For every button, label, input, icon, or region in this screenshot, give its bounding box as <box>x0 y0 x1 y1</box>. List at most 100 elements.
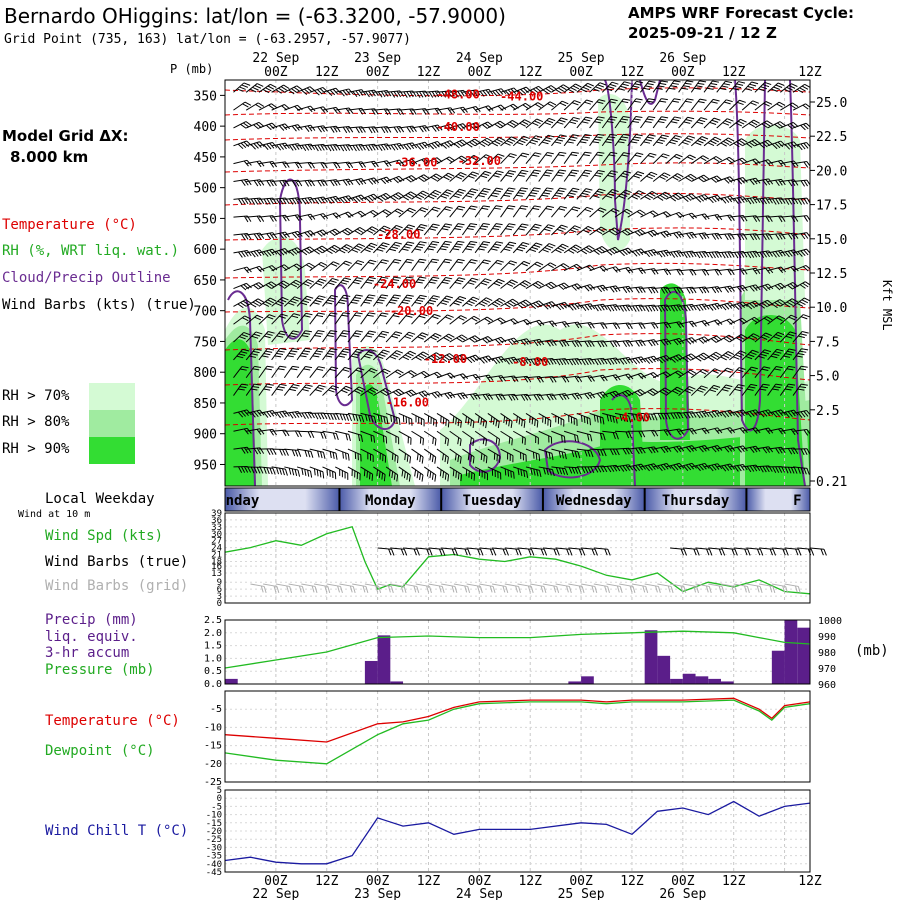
barb-staff <box>589 134 599 147</box>
barb-feather <box>599 247 606 253</box>
barb-staff <box>347 126 362 129</box>
barb-feather <box>408 224 416 228</box>
wind-barb <box>487 223 503 236</box>
barb-feather <box>419 334 427 338</box>
barb-feather <box>243 233 249 240</box>
barb-feather <box>284 123 291 130</box>
barb-feather <box>497 122 504 127</box>
barb-feather <box>505 228 512 231</box>
barb-feather <box>331 294 338 298</box>
barb-feather <box>257 102 265 107</box>
barb-feather <box>334 244 341 250</box>
barb-staff <box>373 412 387 418</box>
wind-barb <box>500 187 516 200</box>
barb-staff <box>246 232 261 236</box>
barb-feather <box>516 194 523 197</box>
wind-barb <box>233 446 252 454</box>
barb-staff <box>589 340 604 343</box>
barb-staff <box>602 322 617 325</box>
barb-staff <box>271 466 286 470</box>
barb-staff <box>551 412 565 421</box>
wind-barb <box>360 466 374 481</box>
barb-staff <box>386 125 401 129</box>
barb-staff <box>283 384 294 396</box>
barb-feather <box>563 436 566 444</box>
barb-feather <box>635 305 640 312</box>
barb-feather <box>335 212 341 218</box>
barb-feather <box>542 249 549 253</box>
barb-feather <box>327 299 335 303</box>
barb-staff <box>398 191 411 200</box>
barb-staff <box>284 230 298 236</box>
barb-staff <box>233 282 247 290</box>
barb-staff <box>373 108 388 111</box>
barb-feather <box>356 330 363 333</box>
barb-staff <box>551 187 561 200</box>
barb-staff <box>258 428 273 432</box>
barb-feather <box>609 415 612 423</box>
barb-staff <box>322 348 332 361</box>
barb-feather <box>573 116 580 120</box>
barb-staff <box>322 330 331 343</box>
barb-feather <box>504 303 511 308</box>
barb-feather <box>270 281 277 286</box>
barb-feather <box>259 141 265 147</box>
wind-barb <box>512 152 530 164</box>
wind-barb <box>360 226 379 236</box>
barb-feather <box>445 174 453 179</box>
wind-barb <box>284 214 303 222</box>
barb-feather <box>435 420 437 427</box>
wind-barb <box>563 100 581 111</box>
barb-staff <box>525 375 540 379</box>
barb-feather <box>402 415 405 423</box>
barb-feather <box>612 416 615 423</box>
wind-barb <box>589 412 605 425</box>
barb-feather <box>306 264 313 269</box>
barb-feather <box>297 143 303 150</box>
barb-feather <box>532 302 539 308</box>
barb-feather <box>415 415 417 423</box>
wind-barb <box>258 122 278 131</box>
barb-staff <box>512 205 522 218</box>
barb-staff <box>614 339 629 343</box>
barb-feather <box>596 286 603 293</box>
barb-staff <box>309 213 324 218</box>
barb-feather <box>574 434 577 442</box>
wind-barb <box>335 430 351 442</box>
barb-feather <box>469 261 476 264</box>
barb-feather <box>574 393 580 400</box>
barb-feather <box>517 358 523 365</box>
barb-staff <box>512 242 524 254</box>
barb-feather <box>622 287 628 294</box>
barb-feather <box>314 145 319 152</box>
barb-feather <box>304 126 310 133</box>
wind-barb <box>487 120 506 129</box>
barb-staff <box>322 448 337 454</box>
barb-feather <box>468 470 470 478</box>
wind-barb <box>627 171 645 182</box>
barb-feather <box>609 286 615 293</box>
barb-feather <box>561 100 569 105</box>
barb-staff <box>512 152 523 164</box>
wind-barb <box>296 105 316 113</box>
barb-feather <box>392 391 399 397</box>
barb-feather <box>480 453 483 461</box>
barb-feather <box>376 248 384 252</box>
barb-staff <box>513 375 528 379</box>
barb-feather <box>458 157 465 162</box>
barb-feather <box>243 331 251 336</box>
barb-feather <box>284 248 291 254</box>
barb-staff <box>360 143 375 147</box>
barb-staff <box>233 427 248 432</box>
barb-feather <box>398 192 405 197</box>
barb-feather <box>437 141 443 147</box>
barb-feather <box>327 282 335 286</box>
wind-barb <box>614 356 634 365</box>
barb-staff <box>576 322 591 325</box>
barb-staff <box>538 339 553 343</box>
wind-barb <box>347 330 363 343</box>
wind-barb <box>373 209 392 218</box>
barb-feather <box>408 474 411 482</box>
barb-staff <box>335 178 350 182</box>
barb-staff <box>347 277 358 289</box>
